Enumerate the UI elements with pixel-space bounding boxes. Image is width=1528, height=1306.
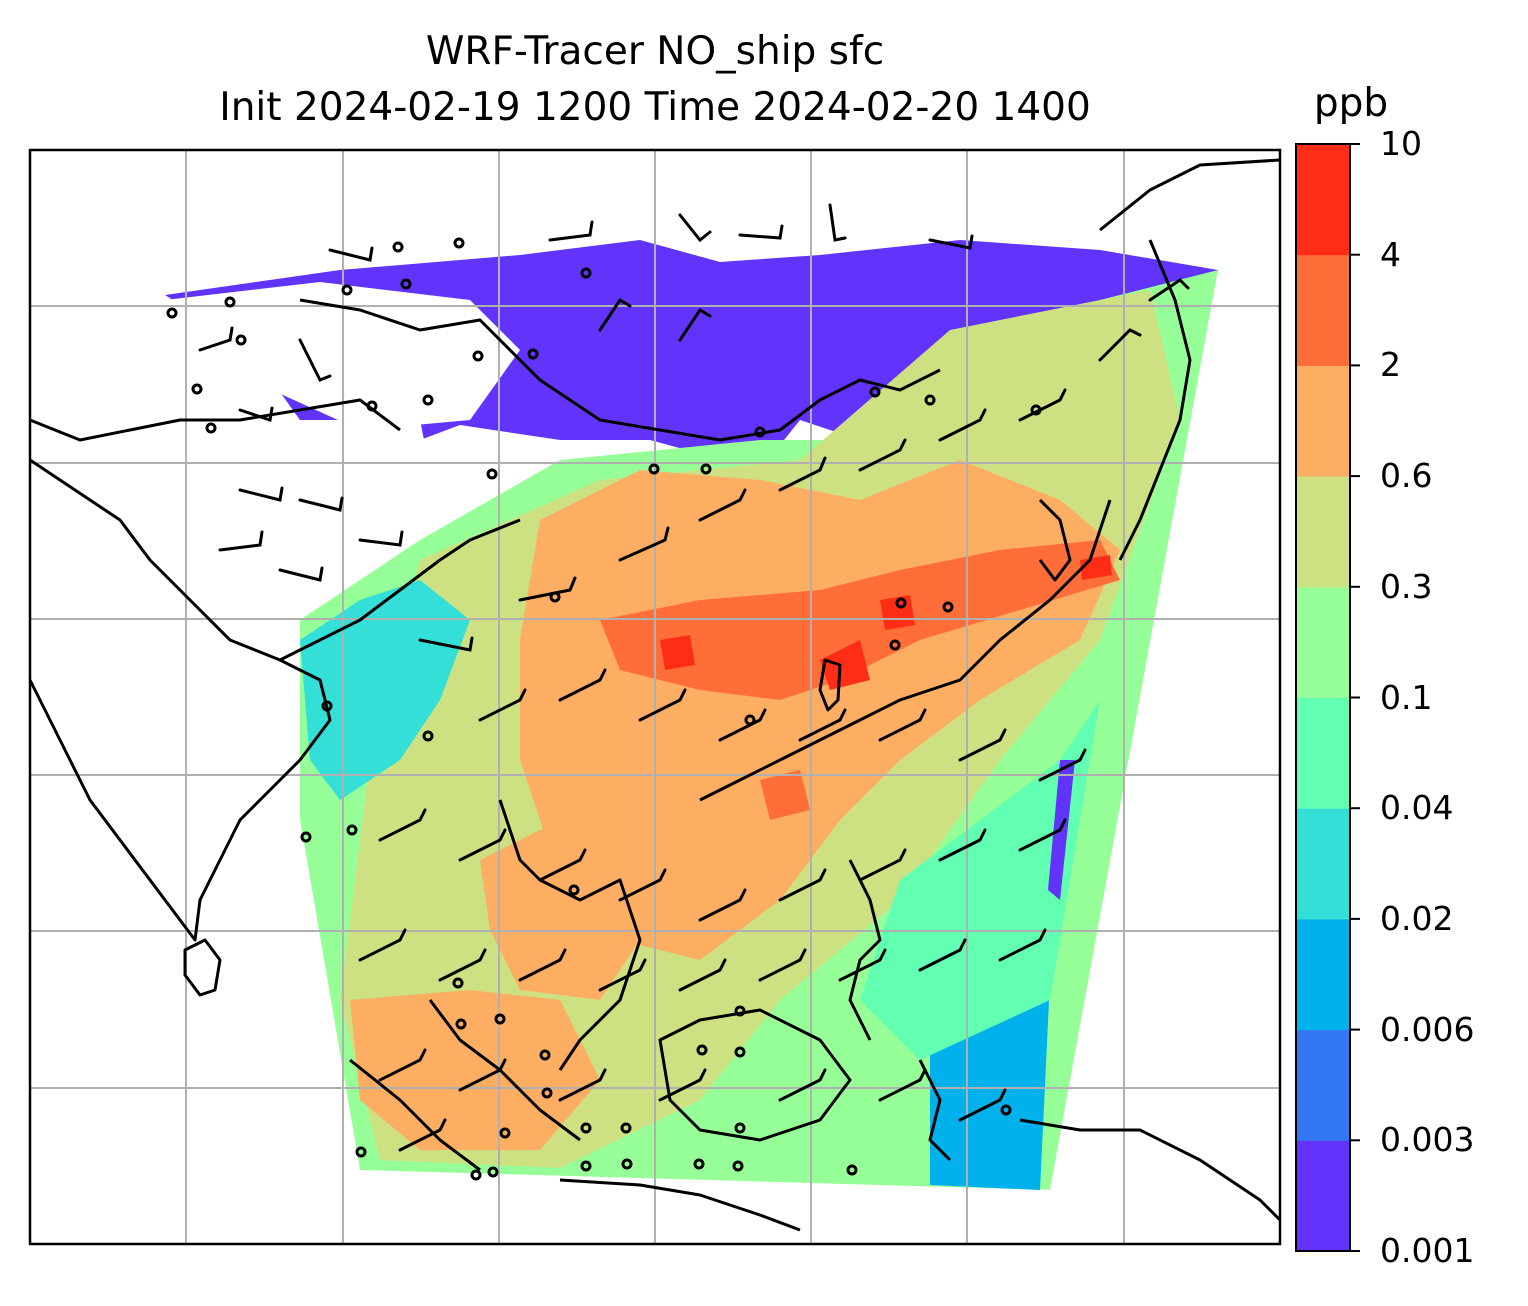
tracer-orange-indochina: [480, 820, 640, 1000]
map-frame: [28, 148, 1282, 1246]
tracer-darkorange-patch: [760, 770, 810, 820]
coastline-russia-east: [1099, 158, 1280, 232]
colorbar-tick-label: 0.003: [1380, 1120, 1475, 1160]
tracer-red-hotspot-3: [660, 635, 695, 670]
colorbar-swatch: [1296, 254, 1350, 366]
coastline-philippines: [848, 859, 882, 1041]
map-title-line2: Init 2024-02-19 1200 Time 2024-02-20 140…: [219, 85, 1091, 130]
colorbar-swatch: [1296, 808, 1350, 920]
tracer-blue-southeast: [930, 980, 1050, 1190]
colorbar-swatch: [1296, 918, 1350, 1031]
colorbar-swatch: [1296, 476, 1350, 588]
wind-barbs: [198, 203, 1190, 1152]
border-india-china: [279, 518, 521, 662]
colorbar-unit: ppb: [1313, 81, 1389, 126]
colorbar-swatch: [1296, 144, 1350, 256]
colorbar-swatch: [1296, 586, 1350, 698]
calm-markers: [166, 237, 1042, 1181]
colorbar-tick-label: 0.001: [1380, 1231, 1475, 1270]
coastline-sumatra: [349, 1058, 481, 1172]
colorbar-swatch: [1296, 1029, 1350, 1141]
coastline-india: [30, 458, 332, 942]
map-title-line1: WRF-Tracer NO_ship sfc: [425, 29, 885, 74]
colorbar-swatch: [1296, 1140, 1350, 1252]
grid-lines: [30, 150, 1280, 1244]
colorbar-swatch: [1296, 365, 1350, 477]
tracer-red-hotspot-2: [820, 640, 870, 690]
coastline-java: [559, 1178, 801, 1232]
tracer-field: [165, 240, 1218, 1190]
map-area: [30, 150, 1280, 1244]
coastline-sri-lanka: [183, 938, 222, 997]
tracer-orange-southwest: [350, 990, 600, 1150]
coastline-taiwan: [818, 658, 842, 712]
coastline-borneo: [658, 1008, 852, 1142]
colorbar-tick-label: 0.6: [1380, 456, 1433, 496]
border-china-north: [299, 298, 941, 442]
colorbar-tick-label: 4: [1380, 234, 1401, 274]
colorbar-swatch: [1296, 697, 1350, 809]
coastline-sulawesi: [918, 1059, 952, 1162]
coastline-china: [699, 499, 1112, 802]
colorbar-tick-label: 0.1: [1380, 677, 1433, 717]
coastline-indochina: [498, 799, 642, 1071]
colorbar-tick-label: 0.04: [1380, 788, 1454, 828]
colorbar: [1295, 143, 1360, 1252]
colorbar-tick-label: 2: [1380, 345, 1401, 385]
colorbar-tick-label: 0.006: [1380, 1009, 1475, 1049]
coastline-new-guinea: [1019, 1118, 1280, 1222]
coastline-japan: [1118, 239, 1192, 561]
coastline-korea: [1038, 498, 1072, 582]
colorbar-tick-label: 0.02: [1380, 898, 1454, 938]
coastlines: [30, 158, 1280, 1232]
border-central-asia: [30, 398, 401, 442]
colorbar-tick-label: 0.3: [1380, 566, 1433, 606]
colorbar-tick-label: 10: [1380, 124, 1422, 163]
